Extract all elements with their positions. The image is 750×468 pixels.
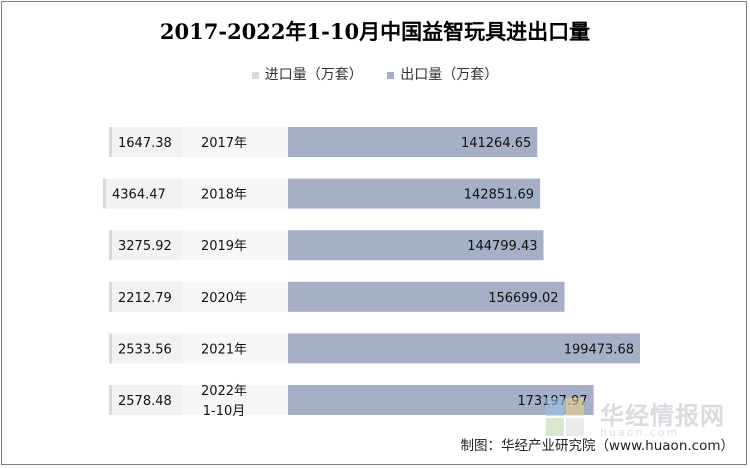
bar-import-edge <box>109 333 112 364</box>
legend-item-import: 进口量（万套） <box>251 64 363 84</box>
legend: 进口量（万套） 出口量（万套） <box>2 64 746 84</box>
bar-import <box>112 127 182 157</box>
category-band <box>182 281 288 312</box>
label-import: 2578.48 <box>118 394 172 409</box>
bar-import <box>112 281 182 312</box>
legend-label-export: 出口量（万套） <box>400 67 499 83</box>
bar-import <box>106 178 182 209</box>
category-label: 2022年 1-10月 <box>201 384 247 419</box>
category-band <box>182 385 288 415</box>
label-export: 156699.02 <box>488 291 558 306</box>
legend-swatch-import <box>251 71 259 79</box>
bar-export <box>288 178 541 209</box>
legend-item-export: 出口量（万套） <box>387 64 498 84</box>
legend-label-import: 进口量（万套） <box>264 67 363 83</box>
bar-import-edge <box>109 385 112 415</box>
category-band <box>182 127 288 157</box>
bar-import-edge <box>103 178 106 209</box>
label-export: 144799.43 <box>467 239 537 254</box>
legend-swatch-export <box>387 71 395 79</box>
bar-import-edge <box>109 127 112 157</box>
label-export: 142851.69 <box>464 188 534 203</box>
label-import: 2533.56 <box>118 342 172 357</box>
category-band <box>182 178 288 209</box>
label-export: 173197.97 <box>517 394 587 409</box>
category-label: 2021年 <box>201 342 247 357</box>
category-label: 2020年 <box>201 291 247 306</box>
label-import: 1647.38 <box>118 136 172 151</box>
bar-import-edge <box>109 281 112 312</box>
bar-import <box>112 385 182 415</box>
category-band <box>182 230 288 261</box>
bar-export <box>288 281 565 312</box>
label-import: 2212.79 <box>118 291 172 306</box>
bar-export <box>288 230 544 261</box>
category-label: 2018年 <box>201 188 247 203</box>
bar-export <box>288 333 640 364</box>
source-credit: 制图：华经产业研究院（www.huaon.com） <box>460 438 735 454</box>
category-label: 2017年 <box>201 136 247 151</box>
label-import: 4364.47 <box>112 188 166 203</box>
category-label: 2019年 <box>201 239 247 254</box>
category-band <box>182 333 288 364</box>
chart-title: 2017-2022年1-10月中国益智玩具进出口量 <box>159 19 591 44</box>
label-export: 199473.68 <box>564 342 634 357</box>
bar-import <box>112 333 182 364</box>
bar-import <box>112 230 182 261</box>
label-export: 141264.65 <box>461 136 531 151</box>
bar-export <box>288 385 594 415</box>
label-import: 3275.92 <box>118 239 172 254</box>
bar-export <box>288 127 538 157</box>
bar-import-edge <box>109 230 112 261</box>
